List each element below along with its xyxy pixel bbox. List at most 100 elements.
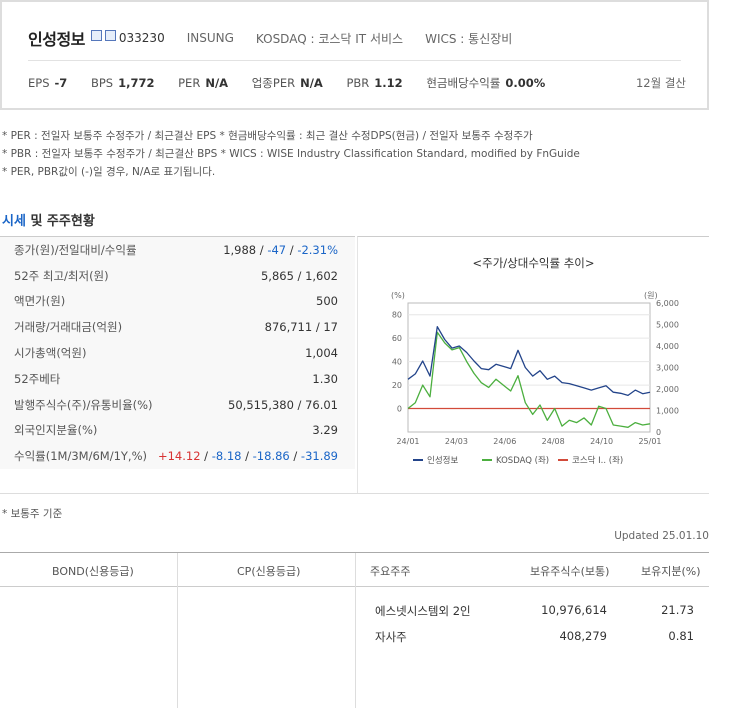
return-3m: -8.18 xyxy=(211,449,242,464)
section-divider xyxy=(0,493,709,494)
close-price: 1,988 xyxy=(223,242,257,257)
holder-pct: 21.73 xyxy=(661,603,694,617)
left-tick-label: 60 xyxy=(392,334,402,343)
return-6m: -18.86 xyxy=(252,449,290,464)
row-value: 50,515,380 / 76.01 xyxy=(228,397,338,412)
table-row: 52주베타 1.30 xyxy=(0,365,355,392)
row-value: 500 xyxy=(316,294,338,309)
price-change: -47 xyxy=(267,242,287,257)
market-label: KOSDAQ : 코스닥 IT 서비스 xyxy=(255,31,404,46)
english-name: INSUNG xyxy=(186,31,234,45)
returns-value: +14.12 / -8.18 / -18.86 / -31.89 xyxy=(157,449,338,464)
fiscal-year-end: 12월 결산 xyxy=(635,76,686,90)
left-axis: 80 60 40 20 0 xyxy=(392,311,650,414)
table-row: 수익률(1M/3M/6M/1Y,%) +14.12 / -8.18 / -18.… xyxy=(0,443,355,470)
note-line: * PER, PBR값이 (-)일 경우, N/A로 표기됩니다. xyxy=(2,166,216,178)
bps-value: 1,772 xyxy=(118,76,155,90)
row-label: 액면가(원) xyxy=(14,294,66,309)
per-value: N/A xyxy=(205,76,229,90)
pbr-label: PBR xyxy=(346,76,370,90)
legend-label: 인성정보 xyxy=(427,455,458,466)
holder-shares: 408,279 xyxy=(559,629,607,643)
shares-header: 보유주식수(보통) xyxy=(530,565,610,578)
table-row: 외국인지분율(%) 3.29 xyxy=(0,417,355,444)
left-tick-label: 40 xyxy=(392,358,402,367)
row-label: 시가총액(억원) xyxy=(14,346,87,361)
price-chart: (%) (원) 80 60 40 20 0 6,000 5,000 4,000 3,000 2,… xyxy=(391,291,679,466)
holder-name: 에스넷시스템외 2인 xyxy=(375,604,471,618)
row-label: 52주베타 xyxy=(14,371,61,386)
x-tick-label: 25/01 xyxy=(638,437,661,446)
x-tick-label: 24/08 xyxy=(542,437,565,446)
x-tick-label: 24/10 xyxy=(590,437,613,446)
company-name: 인성정보 xyxy=(28,30,85,49)
report-icon[interactable] xyxy=(104,29,116,41)
left-unit-label: (%) xyxy=(391,291,405,300)
left-tick-label: 80 xyxy=(392,311,402,320)
section-title: 시세 및 주주현황 xyxy=(2,210,95,229)
series-line xyxy=(407,326,651,397)
table-row: 액면가(원) 500 xyxy=(0,288,355,315)
price-chart-panel: <주가/상대수익률 추이> (%) (원) 80 60 40 20 0 6,000 5,0… xyxy=(357,236,709,493)
price-table: 종가(원)/전일대비/수익률 1,988 / -47 / -2.31% 52주 … xyxy=(0,236,355,470)
legend-label: 코스닥 I.. (좌) xyxy=(572,455,623,466)
industry-per-value: N/A xyxy=(300,76,323,90)
right-tick-label: 1,000 xyxy=(656,407,679,416)
note-line: * PBR : 전일자 보통주 수정주가 / 최근결산 BPS * WICS :… xyxy=(2,148,580,160)
holder-pct: 0.81 xyxy=(668,629,694,643)
table-header: BOND(신용등급) CP(신용등급) 주요주주 보유주식수(보통) 보유지분(… xyxy=(0,553,709,587)
table-row: 52주 최고/최저(원) 5,865 / 1,602 xyxy=(0,262,355,289)
home-icon[interactable] xyxy=(90,29,102,41)
series-line xyxy=(407,331,651,428)
note-line: * PER : 전일자 보통주 수정주가 / 최근결산 EPS * 현금배당수익… xyxy=(2,130,533,142)
row-value: 3.29 xyxy=(312,423,338,438)
row-label: 거래량/거래대금(억원) xyxy=(14,320,123,335)
price-change-pct: -2.31% xyxy=(297,242,338,257)
chart-series xyxy=(407,326,651,428)
per-label: PER xyxy=(178,76,201,90)
bond-header: BOND(신용등급) xyxy=(52,565,134,578)
left-tick-label: 0 xyxy=(397,405,402,414)
x-tick-label: 24/06 xyxy=(493,437,516,446)
pct-header: 보유지분(%) xyxy=(641,565,701,578)
right-tick-label: 2,000 xyxy=(656,385,679,394)
plot-area xyxy=(407,302,651,433)
dividend-yield-label: 현금배당수익률 xyxy=(426,76,501,90)
right-tick-label: 6,000 xyxy=(656,299,679,308)
close-value: 1,988 / -47 / -2.31% xyxy=(223,242,338,257)
return-1y: -31.89 xyxy=(300,449,338,464)
table-row: 발행주식수(주)/유통비율(%) 50,515,380 / 76.01 xyxy=(0,391,355,418)
table-row: 거래량/거래대금(억원) 876,711 / 17 xyxy=(0,314,355,341)
chart-title: <주가/상대수익률 추이> xyxy=(472,256,595,270)
eps-label: EPS xyxy=(28,76,50,90)
return-1m: +14.12 xyxy=(157,449,201,464)
row-value: 1,004 xyxy=(305,346,338,361)
x-tick-label: 24/03 xyxy=(445,437,468,446)
right-axis: 6,000 5,000 4,000 3,000 2,000 1,000 0 xyxy=(656,299,679,437)
right-unit-label: (원) xyxy=(644,291,658,300)
table-row: 시가총액(억원) 1,004 xyxy=(0,340,355,366)
metrics-row: EPS -7 BPS 1,772 PER N/A 업종PER N/A PBR 1.12 현… xyxy=(28,75,686,91)
table-row: 종가(원)/전일대비/수익률 1,988 / -47 / -2.31% xyxy=(0,237,355,263)
metric-notes: * PER : 전일자 보통주 수정주가 / 최근결산 EPS * 현금배당수익… xyxy=(2,127,580,181)
row-label: 발행주식수(주)/유통비율(%) xyxy=(14,397,153,412)
pbr-value: 1.12 xyxy=(374,76,403,90)
updated-date: Updated 25.01.10 xyxy=(614,530,709,542)
returns-label: 수익률(1M/3M/6M/1Y,%) xyxy=(14,449,147,464)
header-divider xyxy=(28,60,681,61)
row-label: 외국인지분율(%) xyxy=(14,423,98,438)
footnote: * 보통주 기준 xyxy=(2,508,63,520)
cp-header: CP(신용등급) xyxy=(237,565,301,578)
company-header: 인성정보 033230 INSUNG KOSDAQ : 코스닥 IT 서비스 W… xyxy=(0,0,709,110)
shareholder-section: BOND(신용등급) CP(신용등급) 주요주주 보유주식수(보통) 보유지분(… xyxy=(0,552,709,708)
bps-label: BPS xyxy=(90,76,114,90)
section-title-highlight: 시세 xyxy=(2,214,26,229)
dividend-yield-value: 0.00% xyxy=(505,76,546,90)
right-tick-label: 5,000 xyxy=(656,321,679,330)
eps-value: -7 xyxy=(54,76,68,90)
legend-label: KOSDAQ (좌) xyxy=(496,456,549,466)
row-value: 876,711 / 17 xyxy=(264,320,338,335)
holder-header: 주요주주 xyxy=(370,565,411,578)
right-tick-label: 4,000 xyxy=(656,342,679,351)
holder-shares: 10,976,614 xyxy=(541,603,607,617)
